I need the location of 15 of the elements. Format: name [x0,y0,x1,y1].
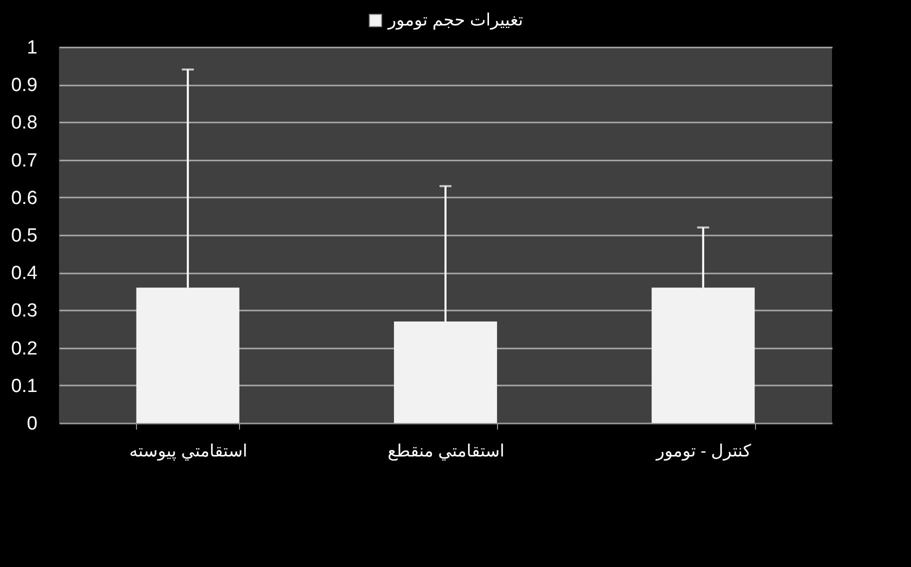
y-tick-label: 1 [26,38,38,58]
y-tick-label: 0 [26,414,38,434]
legend-label: تغییرات حجم تومور [387,10,524,30]
y-tick-label: 0.6 [11,188,38,209]
y-tick-label: 0.8 [11,112,38,134]
y-tick-label: 0.9 [11,75,38,96]
x-tick-label: كنترل - تومور [655,442,752,462]
x-tick-label: استقامتي پيوسته [129,442,248,462]
y-tick-label: 0.4 [11,263,38,284]
y-tick-label: 0.2 [11,338,38,360]
y-tick-label: 0.7 [11,150,38,172]
y-tick-label: 0.3 [11,300,38,322]
y-tick-label: 0.5 [11,226,38,246]
y-tick-label: 0.1 [11,376,38,397]
x-tick-label: استقامتي منقطع [388,442,504,462]
